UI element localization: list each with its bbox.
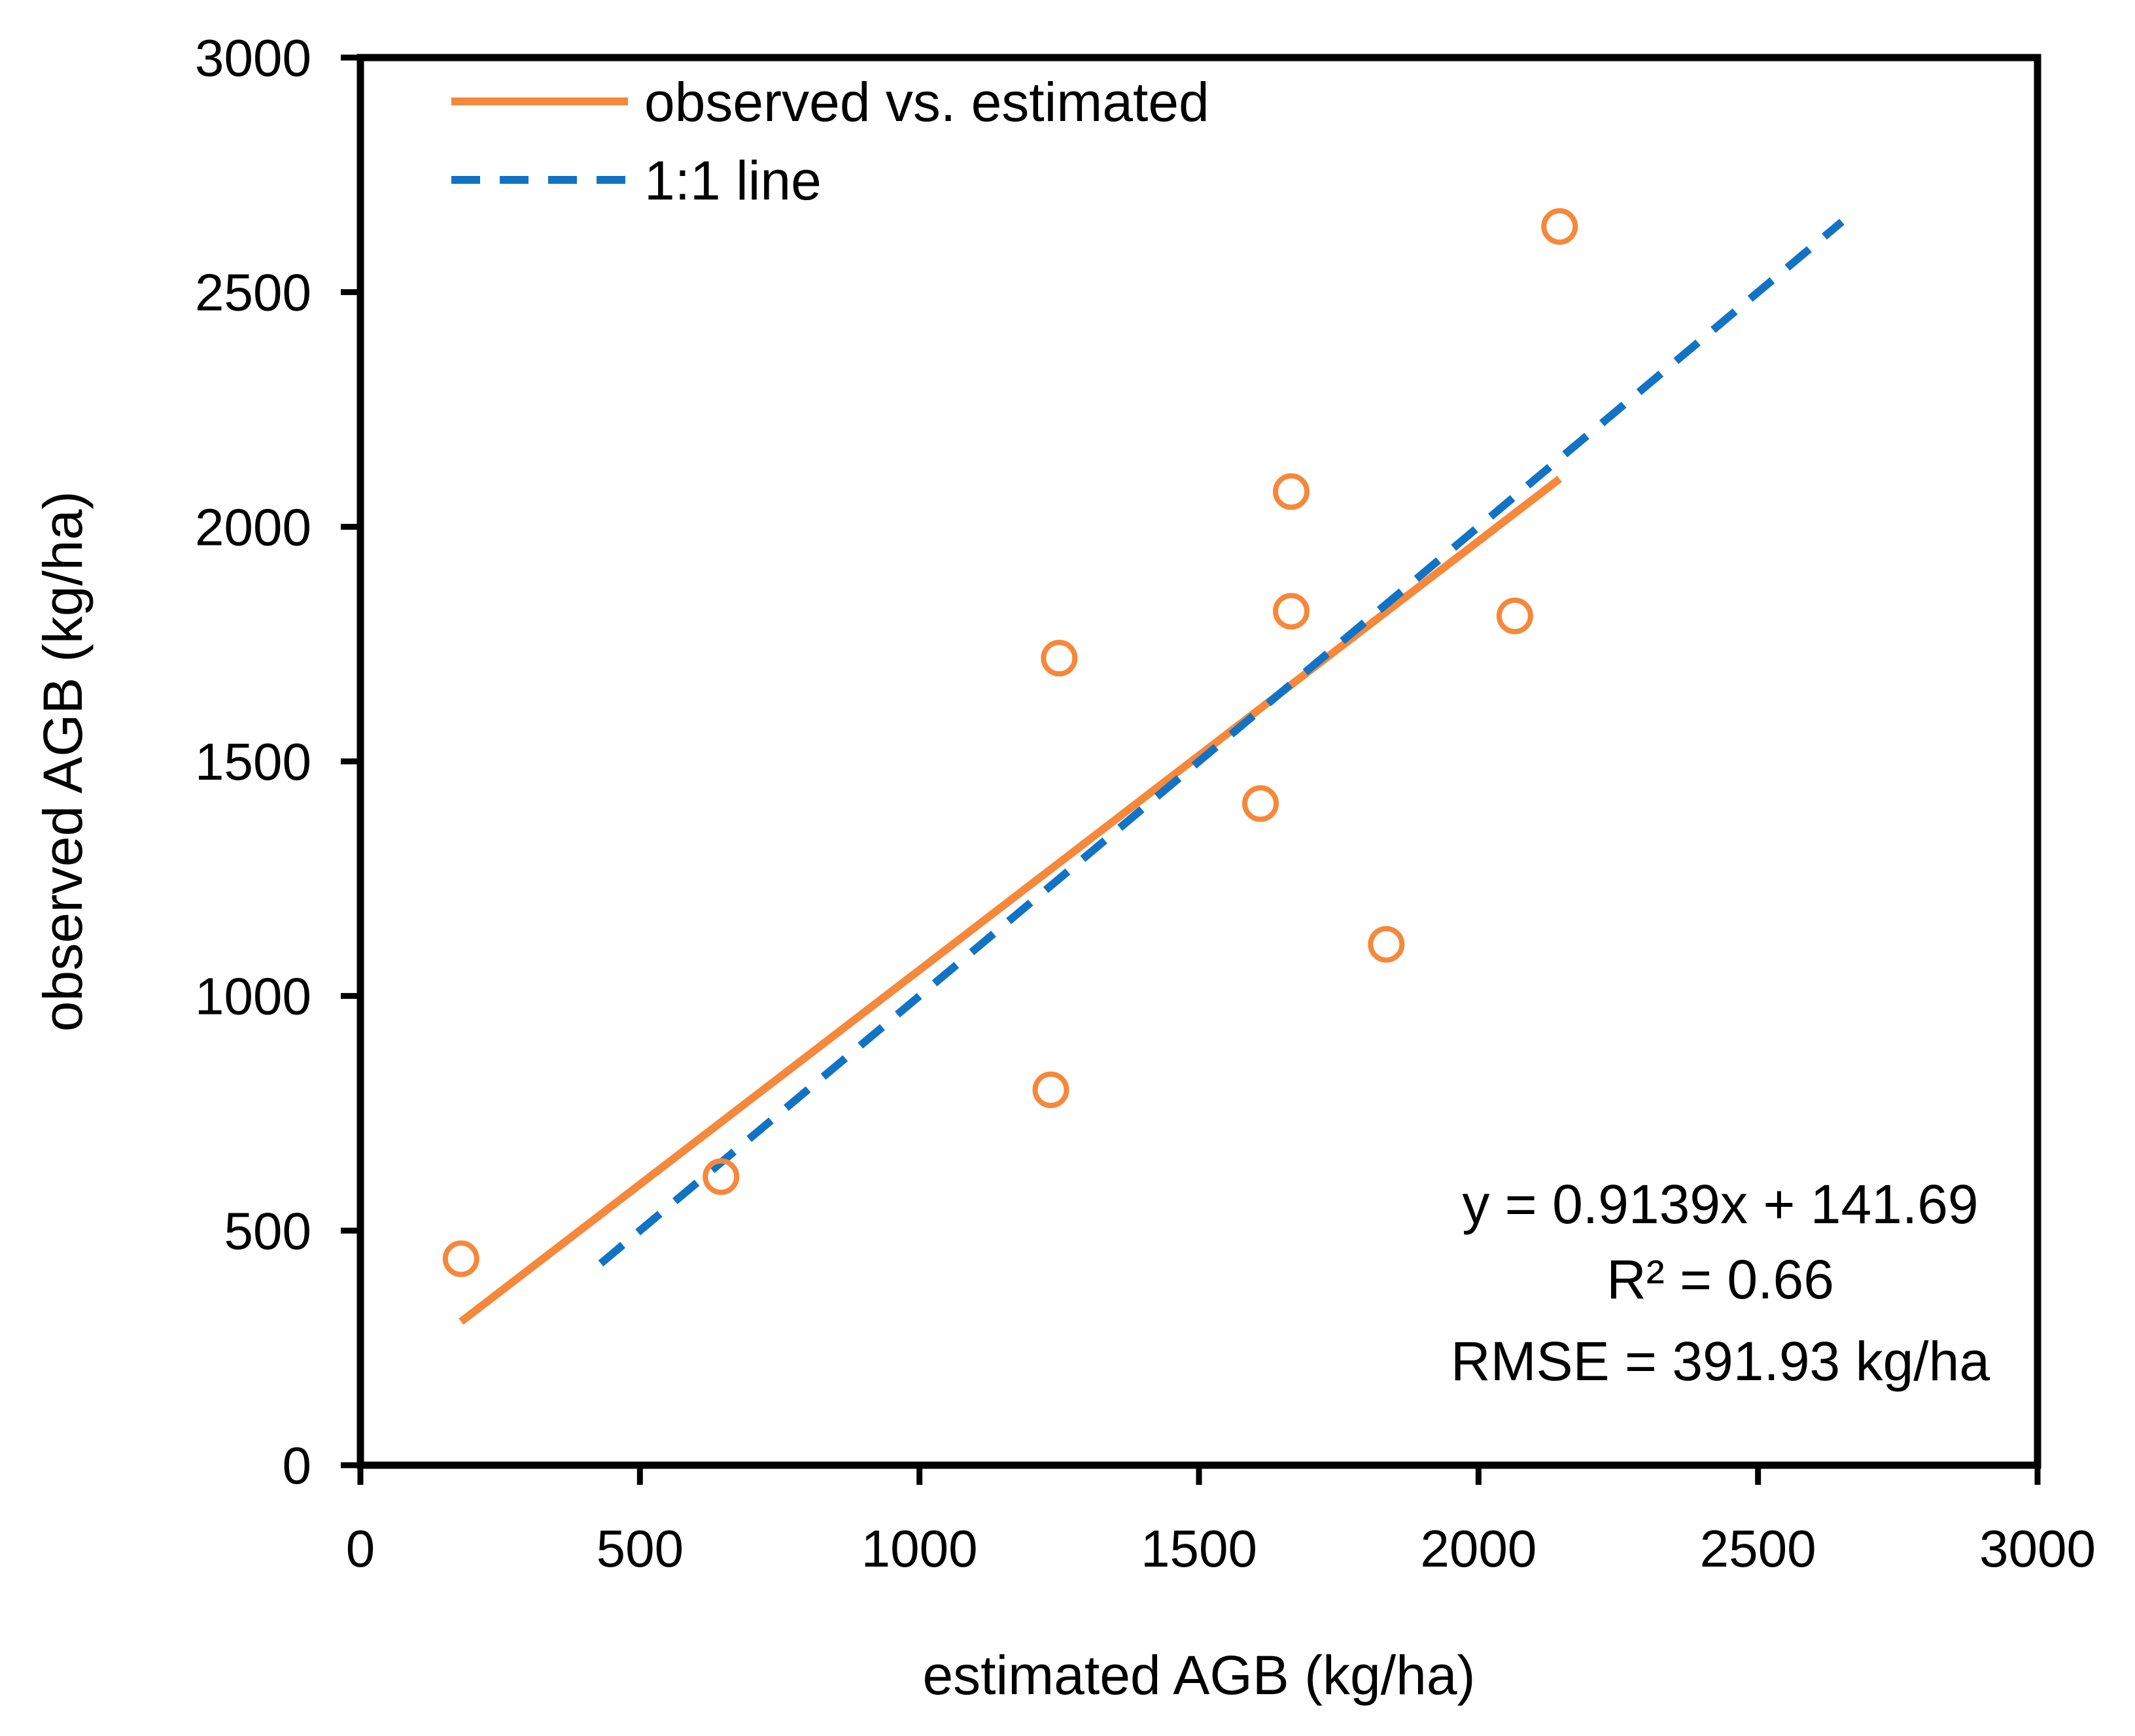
- chart-lines: [459, 218, 1845, 1325]
- scatter-point: [1032, 1071, 1069, 1109]
- r-squared-value: R² = 0.66: [1606, 1249, 1834, 1310]
- y-tick-label: 2000: [195, 498, 311, 556]
- scatter-point: [1496, 597, 1533, 634]
- regression-annotations: y = 0.9139x + 141.69 R² = 0.66 RMSE = 39…: [1451, 1173, 1990, 1392]
- scatter-point: [1041, 640, 1078, 677]
- scatter-point: [1242, 785, 1279, 822]
- x-tick-label: 1000: [861, 1519, 978, 1578]
- x-tick-label: 2500: [1700, 1519, 1816, 1578]
- scatter-point: [442, 1240, 479, 1277]
- x-axis-ticks: 0 500 1000 1500 2000 2500 3000: [346, 1465, 2096, 1578]
- x-tick-label: 2000: [1420, 1519, 1536, 1578]
- one-to-one-dashed-line: [598, 218, 1845, 1267]
- rmse-value: RMSE = 391.93 kg/ha: [1451, 1330, 1990, 1392]
- legend: observed vs. estimated 1:1 line: [451, 71, 1209, 211]
- x-tick-label: 0: [346, 1519, 375, 1578]
- regression-trend-line: [459, 476, 1562, 1325]
- scatter-point: [1273, 593, 1310, 630]
- y-tick-label: 1000: [195, 967, 311, 1026]
- y-axis-title: observed AGB (kg/ha): [32, 491, 94, 1032]
- y-axis-ticks: 0 500 1000 1500 2000 2500 3000: [195, 29, 360, 1495]
- regression-equation: y = 0.9139x + 141.69: [1462, 1173, 1978, 1235]
- x-tick-label: 3000: [1979, 1519, 2096, 1578]
- plot-area-frame: [356, 54, 2041, 1469]
- y-tick-label: 1500: [195, 733, 311, 791]
- y-tick-label: 500: [224, 1202, 311, 1260]
- x-tick-label: 500: [597, 1519, 684, 1578]
- y-tick-label: 3000: [195, 29, 311, 87]
- scatter-point: [1368, 926, 1405, 963]
- scatter-point: [1273, 473, 1310, 510]
- y-tick-label: 0: [283, 1436, 312, 1495]
- x-tick-label: 1500: [1141, 1519, 1257, 1578]
- legend-label-observed-vs-estimated: observed vs. estimated: [644, 71, 1209, 133]
- x-axis-title: estimated AGB (kg/ha): [922, 1644, 1475, 1706]
- legend-label-1-1-line: 1:1 line: [644, 150, 822, 211]
- scatter-point: [703, 1158, 740, 1195]
- scatter-points: [442, 208, 1578, 1277]
- scatter-point: [1541, 208, 1578, 245]
- y-tick-label: 2500: [195, 264, 311, 322]
